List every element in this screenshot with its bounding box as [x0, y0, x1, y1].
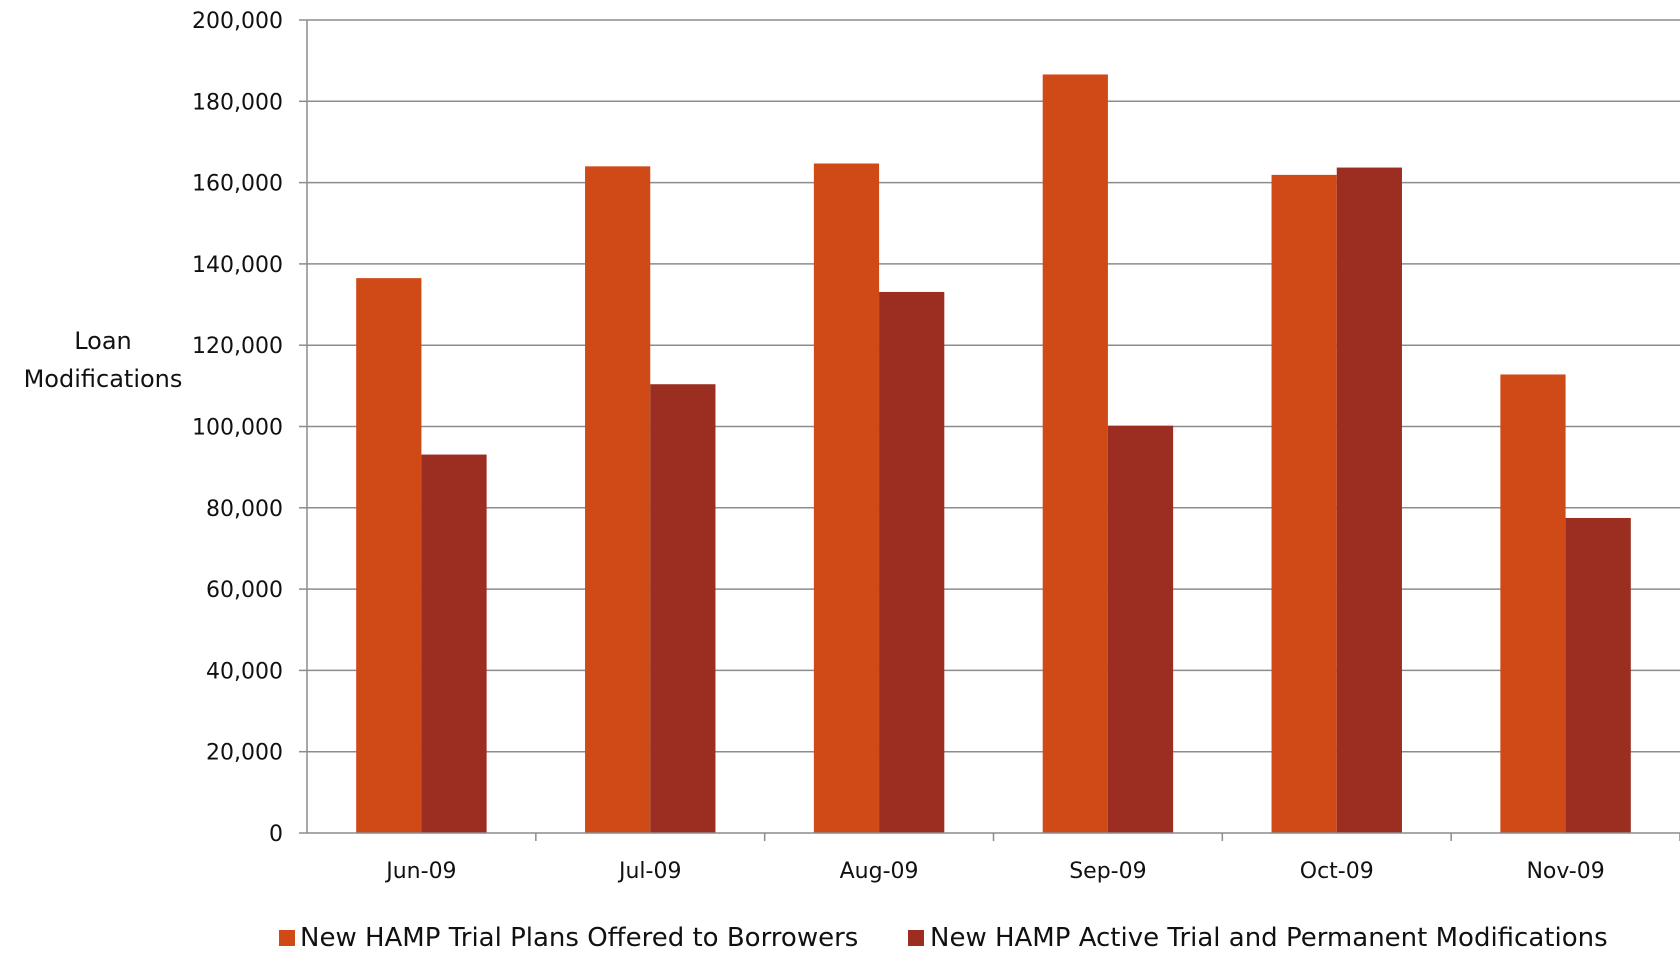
y-tick-label: 160,000	[192, 172, 283, 197]
x-tick-label: Jul-09	[617, 859, 681, 884]
y-tick-label: 20,000	[206, 741, 283, 766]
y-axis-label-line-2: Modifications	[24, 365, 183, 393]
bar-series-2-Jun-09	[421, 454, 487, 833]
y-tick-label: 200,000	[192, 9, 283, 34]
y-tick-label: 0	[269, 822, 283, 847]
bar-series-1-Oct-09	[1271, 174, 1337, 834]
legend-label-series-1: New HAMP Trial Plans Offered to Borrower…	[300, 923, 858, 953]
bar-series-1-Sep-09	[1042, 74, 1108, 833]
x-tick-label: Nov-09	[1526, 859, 1604, 884]
legend-label-series-2: New HAMP Active Trial and Permanent Modi…	[930, 923, 1608, 953]
bar-series-1-Jun-09	[356, 278, 422, 833]
y-tick-label: 120,000	[192, 334, 283, 359]
bar-series-1-Nov-09	[1500, 374, 1566, 833]
x-tick-label: Aug-09	[840, 859, 919, 884]
y-axis-ticks: 0 20,000 40,000 60,000 80,000 100,000 120,000 1…	[192, 9, 307, 847]
y-tick-label: 140,000	[192, 253, 283, 278]
bar-series-2-Aug-09	[879, 291, 945, 833]
legend-swatch-series-2	[908, 930, 924, 946]
bar-series-2-Nov-09	[1565, 517, 1631, 833]
y-tick-label: 60,000	[206, 578, 283, 603]
bar-series-2-Oct-09	[1336, 167, 1402, 833]
bar-series-1-Aug-09	[813, 163, 880, 833]
x-tick-label: Oct-09	[1300, 859, 1374, 884]
bar-series-2-Sep-09	[1107, 425, 1174, 833]
bars	[356, 74, 1631, 834]
y-axis-label-line-1: Loan	[74, 327, 132, 355]
y-tick-label: 180,000	[192, 90, 283, 115]
y-tick-label: 40,000	[206, 659, 283, 684]
x-tick-label: Jun-09	[384, 859, 456, 884]
bar-series-1-Jul-09	[585, 166, 651, 834]
x-tick-label: Sep-09	[1069, 859, 1146, 884]
x-axis-ticks: Jun-09 Jul-09 Aug-09 Sep-09 Oct-09 Nov-09	[384, 833, 1680, 884]
legend: New HAMP Trial Plans Offered to Borrower…	[279, 923, 1608, 953]
bar-series-2-Jul-09	[650, 384, 716, 833]
legend-swatch-series-1	[279, 930, 295, 946]
gridlines	[307, 19, 1680, 753]
y-tick-label: 100,000	[192, 416, 283, 441]
y-tick-label: 80,000	[206, 497, 283, 522]
